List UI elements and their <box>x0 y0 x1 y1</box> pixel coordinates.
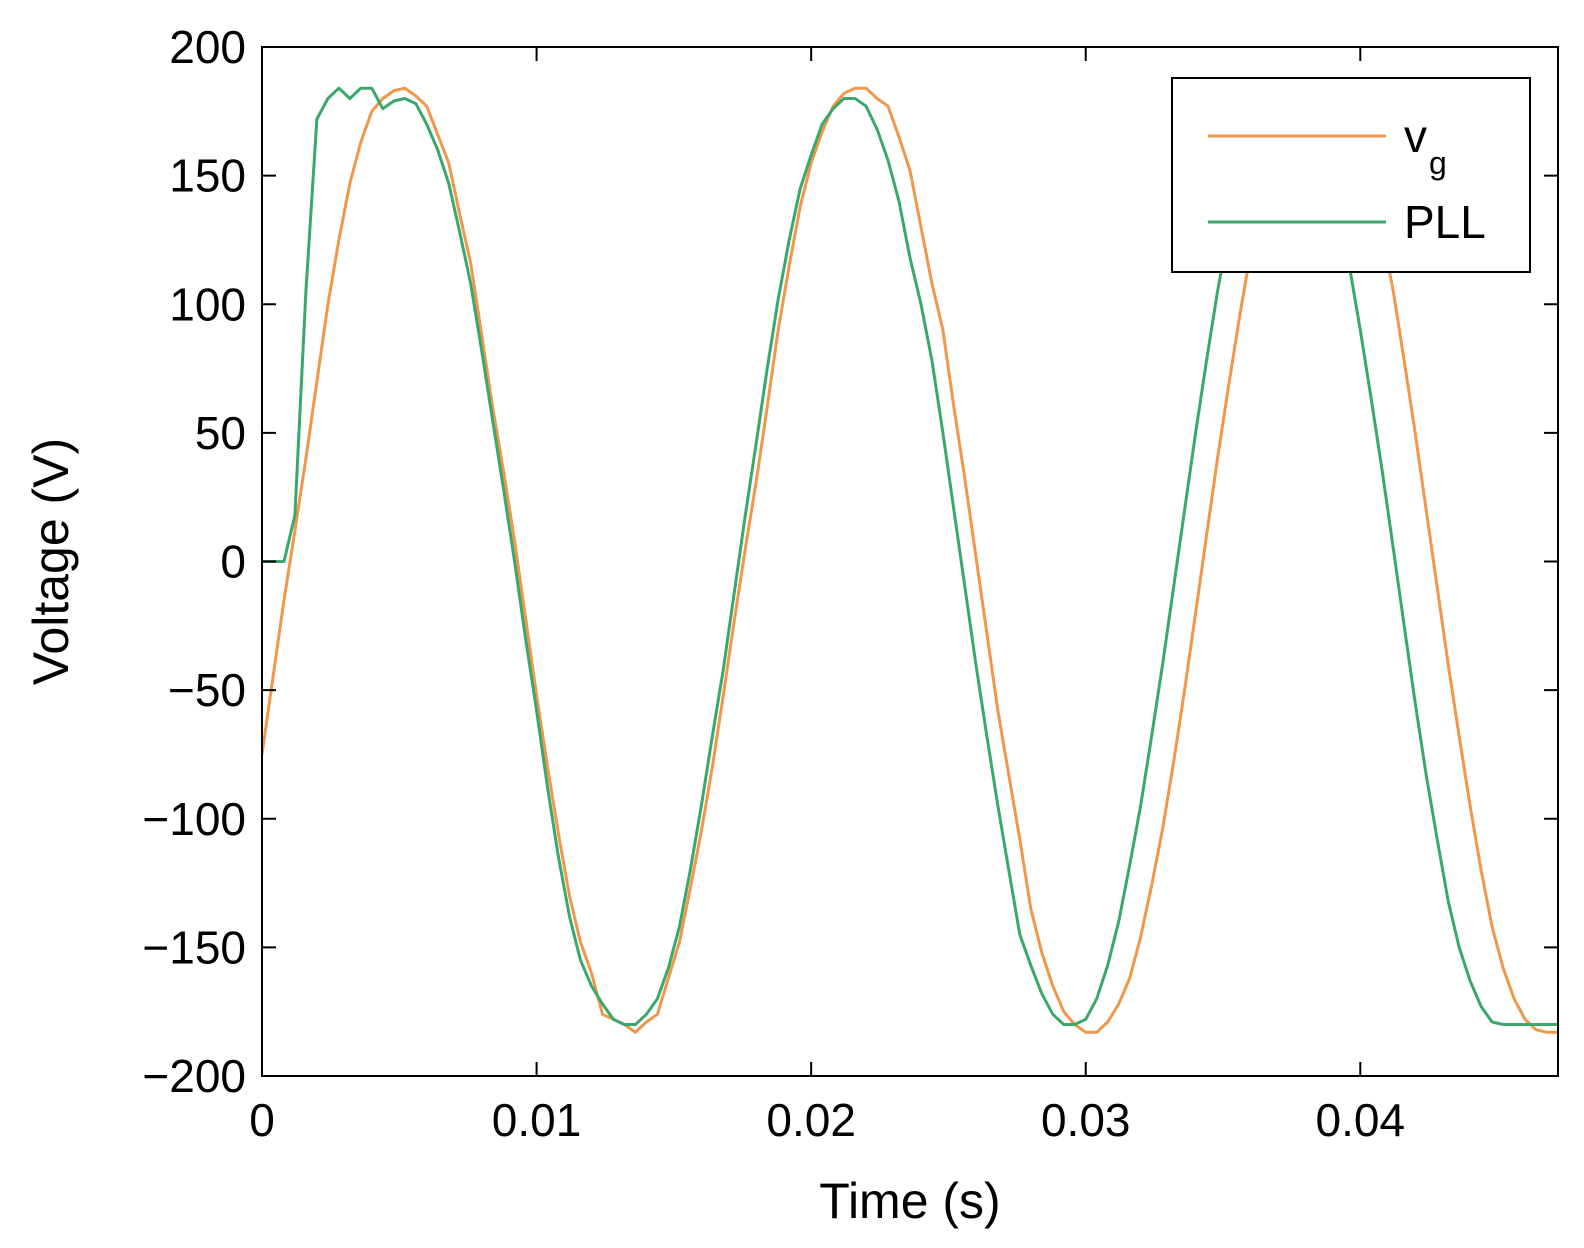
legend-box <box>1171 77 1531 273</box>
x-tick-label: 0.02 <box>766 1094 856 1146</box>
y-tick-label: −50 <box>168 664 246 716</box>
ticks-layer: 0 0.01 0.02 0.03 0.04 −200 −150 −100 −50 0 50 100 15… <box>142 21 1558 1146</box>
y-tick-label: 0 <box>220 536 246 588</box>
x-tick-label: 0.04 <box>1316 1094 1406 1146</box>
x-tick-label: 0 <box>249 1094 275 1146</box>
y-axis-label: Voltage (V) <box>23 438 79 685</box>
y-tick-label: 50 <box>195 407 246 459</box>
legend-label-pll: PLL <box>1404 196 1486 248</box>
y-tick-label: −200 <box>142 1050 246 1102</box>
y-tick-label: 100 <box>169 278 246 330</box>
y-tick-label: −150 <box>142 921 246 973</box>
x-tick-label: 0.01 <box>492 1094 582 1146</box>
y-tick-label: 200 <box>169 21 246 73</box>
x-axis-label: Time (s) <box>819 1173 1000 1229</box>
y-tick-label: 150 <box>169 150 246 202</box>
y-tick-label: −100 <box>142 793 246 845</box>
x-tick-label: 0.03 <box>1041 1094 1131 1146</box>
